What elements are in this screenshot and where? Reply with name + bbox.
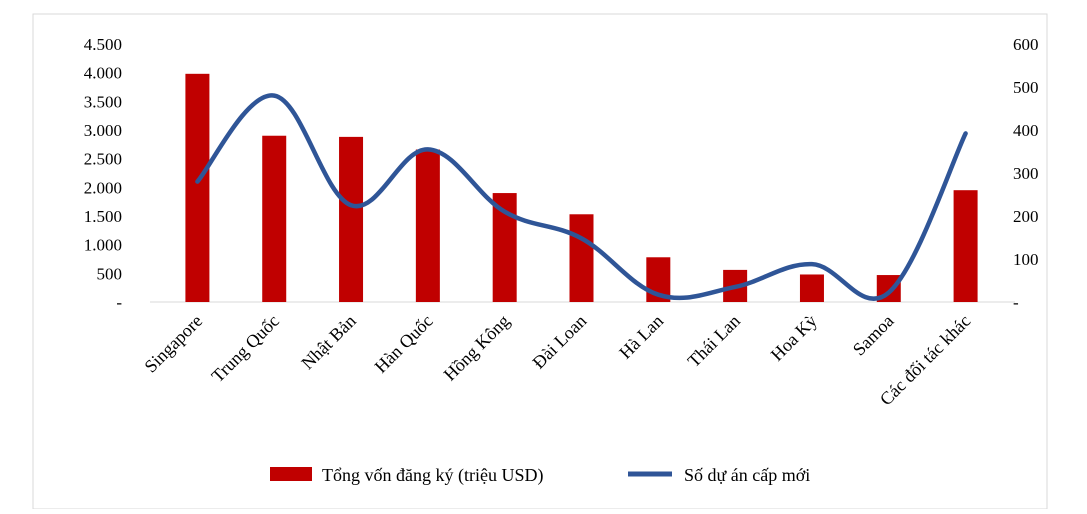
line-point bbox=[195, 180, 199, 184]
line-point bbox=[426, 147, 430, 151]
legend: Tổng vốn đăng ký (triệu USD) Số dự án cấp… bbox=[270, 465, 810, 486]
left-axis: - 500 1.000 1.500 2.000 2.500 3.000 3.500 4.000 4… bbox=[84, 35, 123, 312]
right-tick-label: 400 bbox=[1013, 121, 1039, 140]
category-label: Nhật Bản bbox=[297, 311, 360, 374]
right-tick-label: 300 bbox=[1013, 164, 1039, 183]
left-tick-label: 2.000 bbox=[84, 178, 122, 197]
category-label: Hoa Kỳ bbox=[767, 311, 821, 365]
category-label: Trung Quốc bbox=[207, 311, 283, 387]
line-path bbox=[195, 93, 968, 301]
line-point bbox=[503, 210, 507, 214]
legend-bar-label: Tổng vốn đăng ký (triệu USD) bbox=[322, 465, 543, 486]
line-point bbox=[656, 293, 660, 297]
left-tick-label: 3.000 bbox=[84, 121, 122, 140]
left-tick-label: 1.000 bbox=[84, 236, 122, 255]
left-tick-label: 2.500 bbox=[84, 150, 122, 169]
right-axis: - 100 200 300 400 500 600 bbox=[1013, 35, 1039, 312]
category-label: Thái Lan bbox=[684, 311, 744, 371]
category-label: Hàn Quốc bbox=[371, 311, 437, 377]
line-point bbox=[887, 291, 891, 295]
legend-line-label: Số dự án cấp mới bbox=[684, 465, 810, 485]
right-tick-label: 500 bbox=[1013, 78, 1039, 97]
left-tick-label: - bbox=[116, 293, 122, 312]
right-tick-label: - bbox=[1013, 293, 1019, 312]
bar bbox=[415, 149, 440, 302]
line-series bbox=[195, 93, 968, 301]
x-axis: Singapore Trung Quốc Nhật Bản Hàn Quốc Hồng … bbox=[140, 311, 974, 410]
category-label: Samoa bbox=[849, 311, 898, 360]
bar bbox=[339, 136, 364, 302]
left-tick-label: 3.500 bbox=[84, 92, 122, 111]
line-point bbox=[580, 236, 583, 240]
bar bbox=[953, 190, 978, 302]
bar-series bbox=[185, 73, 978, 303]
bar bbox=[262, 135, 287, 302]
category-label: Đài Loan bbox=[528, 311, 590, 373]
category-label: Singapore bbox=[140, 311, 206, 377]
bar bbox=[799, 274, 824, 302]
legend-bar-swatch bbox=[270, 467, 312, 481]
line-point bbox=[810, 262, 814, 266]
left-tick-label: 1.500 bbox=[84, 207, 122, 226]
bar bbox=[569, 214, 594, 302]
bar bbox=[185, 73, 210, 303]
chart-border bbox=[32, 13, 1048, 510]
category-label: Hồng Kông bbox=[440, 311, 514, 385]
line-point bbox=[272, 94, 276, 98]
category-label: Hà Lan bbox=[615, 311, 667, 363]
left-tick-label: 4.500 bbox=[84, 35, 122, 54]
left-tick-label: 500 bbox=[97, 264, 123, 283]
right-tick-label: 100 bbox=[1013, 250, 1039, 269]
line-point bbox=[733, 285, 737, 289]
right-tick-label: 200 bbox=[1013, 207, 1039, 226]
right-tick-label: 600 bbox=[1013, 35, 1039, 54]
left-tick-label: 4.000 bbox=[84, 64, 122, 83]
line-point bbox=[349, 203, 353, 207]
line-point bbox=[964, 131, 968, 135]
